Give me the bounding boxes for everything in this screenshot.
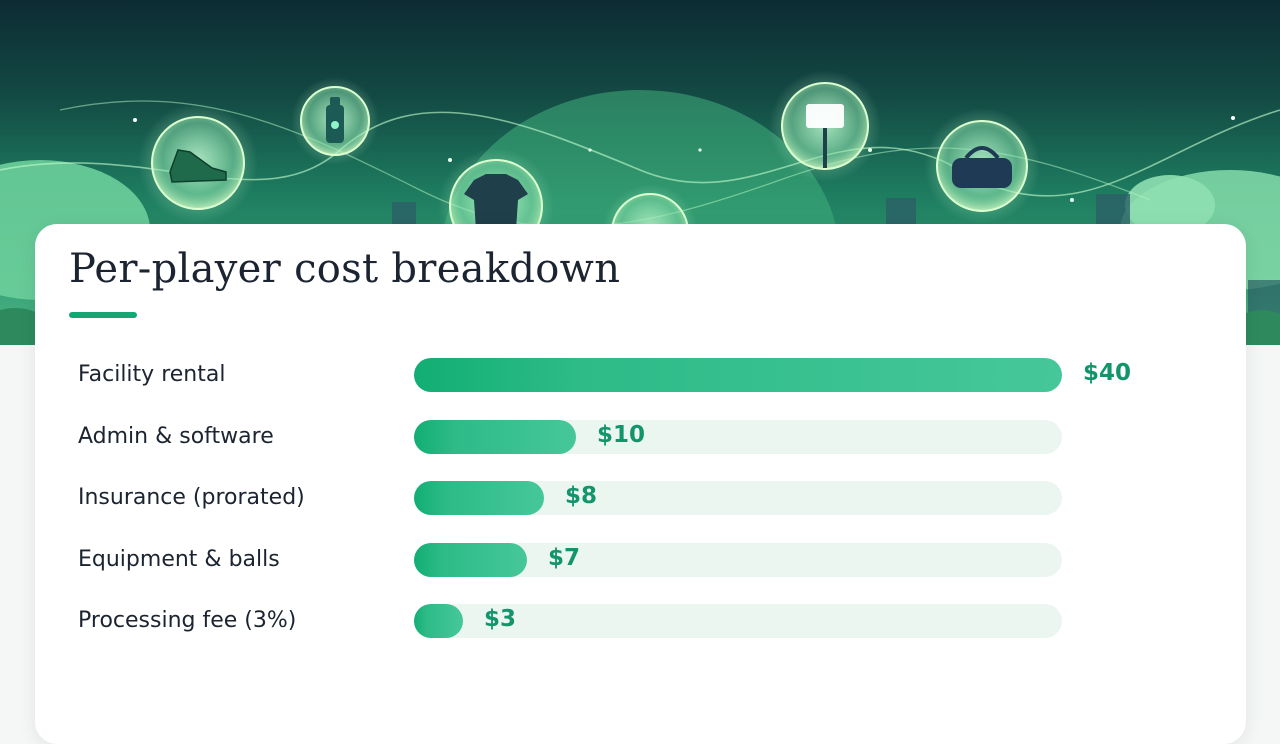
bar xyxy=(414,542,527,577)
water-bottle-icon xyxy=(291,77,379,165)
bar-track xyxy=(414,358,1062,392)
bar-row: Equipment & balls $7 xyxy=(35,542,1246,579)
bar-value-label: $7 xyxy=(548,544,581,571)
bar-track xyxy=(414,419,1062,454)
bar-value-label: $40 xyxy=(1083,360,1132,386)
bar-label: Equipment & balls xyxy=(78,546,280,572)
bar-row: Insurance (prorated) $8 xyxy=(35,481,1246,517)
bar xyxy=(414,419,576,454)
bar-value-label: $10 xyxy=(597,421,646,448)
cost-breakdown-card: Per-player cost breakdown Facility renta… xyxy=(35,224,1246,744)
cleat-icon xyxy=(138,103,258,223)
bar-track xyxy=(414,604,1062,638)
sparkle xyxy=(588,148,592,152)
bar-row: Facility rental $40 xyxy=(35,358,1246,394)
sparkle xyxy=(448,158,452,162)
sparkle xyxy=(698,148,702,152)
bar-track xyxy=(414,481,1062,515)
stadium-light-icon xyxy=(769,70,881,182)
bar xyxy=(414,358,1062,392)
bar-label: Insurance (prorated) xyxy=(78,485,305,510)
bar-value-label: $8 xyxy=(565,483,598,509)
bar-track xyxy=(414,542,1062,577)
bar xyxy=(414,481,544,515)
duffel-bag-icon xyxy=(924,108,1040,224)
bar-label: Admin & software xyxy=(78,423,274,449)
sparkle xyxy=(133,118,137,122)
bar xyxy=(414,604,463,638)
bar-row: Processing fee (3%) $3 xyxy=(35,604,1246,640)
sparkle xyxy=(1070,198,1074,202)
title-underline xyxy=(69,312,137,318)
bar-label: Processing fee (3%) xyxy=(78,608,297,633)
card-title: Per-player cost breakdown xyxy=(69,246,621,292)
bar-label: Facility rental xyxy=(78,362,226,387)
sparkle xyxy=(1231,116,1235,120)
bar-value-label: $3 xyxy=(484,606,517,632)
cloud-right-small xyxy=(1125,175,1215,235)
bar-row: Admin & software $10 xyxy=(35,419,1246,456)
